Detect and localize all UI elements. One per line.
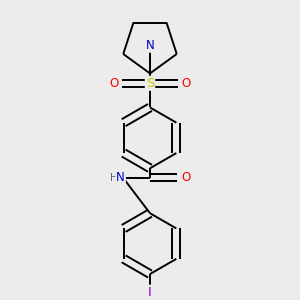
Text: I: I	[148, 286, 152, 299]
Text: S: S	[146, 77, 154, 90]
Text: O: O	[182, 171, 191, 184]
Text: H: H	[110, 172, 118, 182]
Text: N: N	[116, 171, 125, 184]
Text: N: N	[146, 39, 154, 52]
Text: O: O	[109, 77, 118, 90]
Text: O: O	[182, 77, 191, 90]
